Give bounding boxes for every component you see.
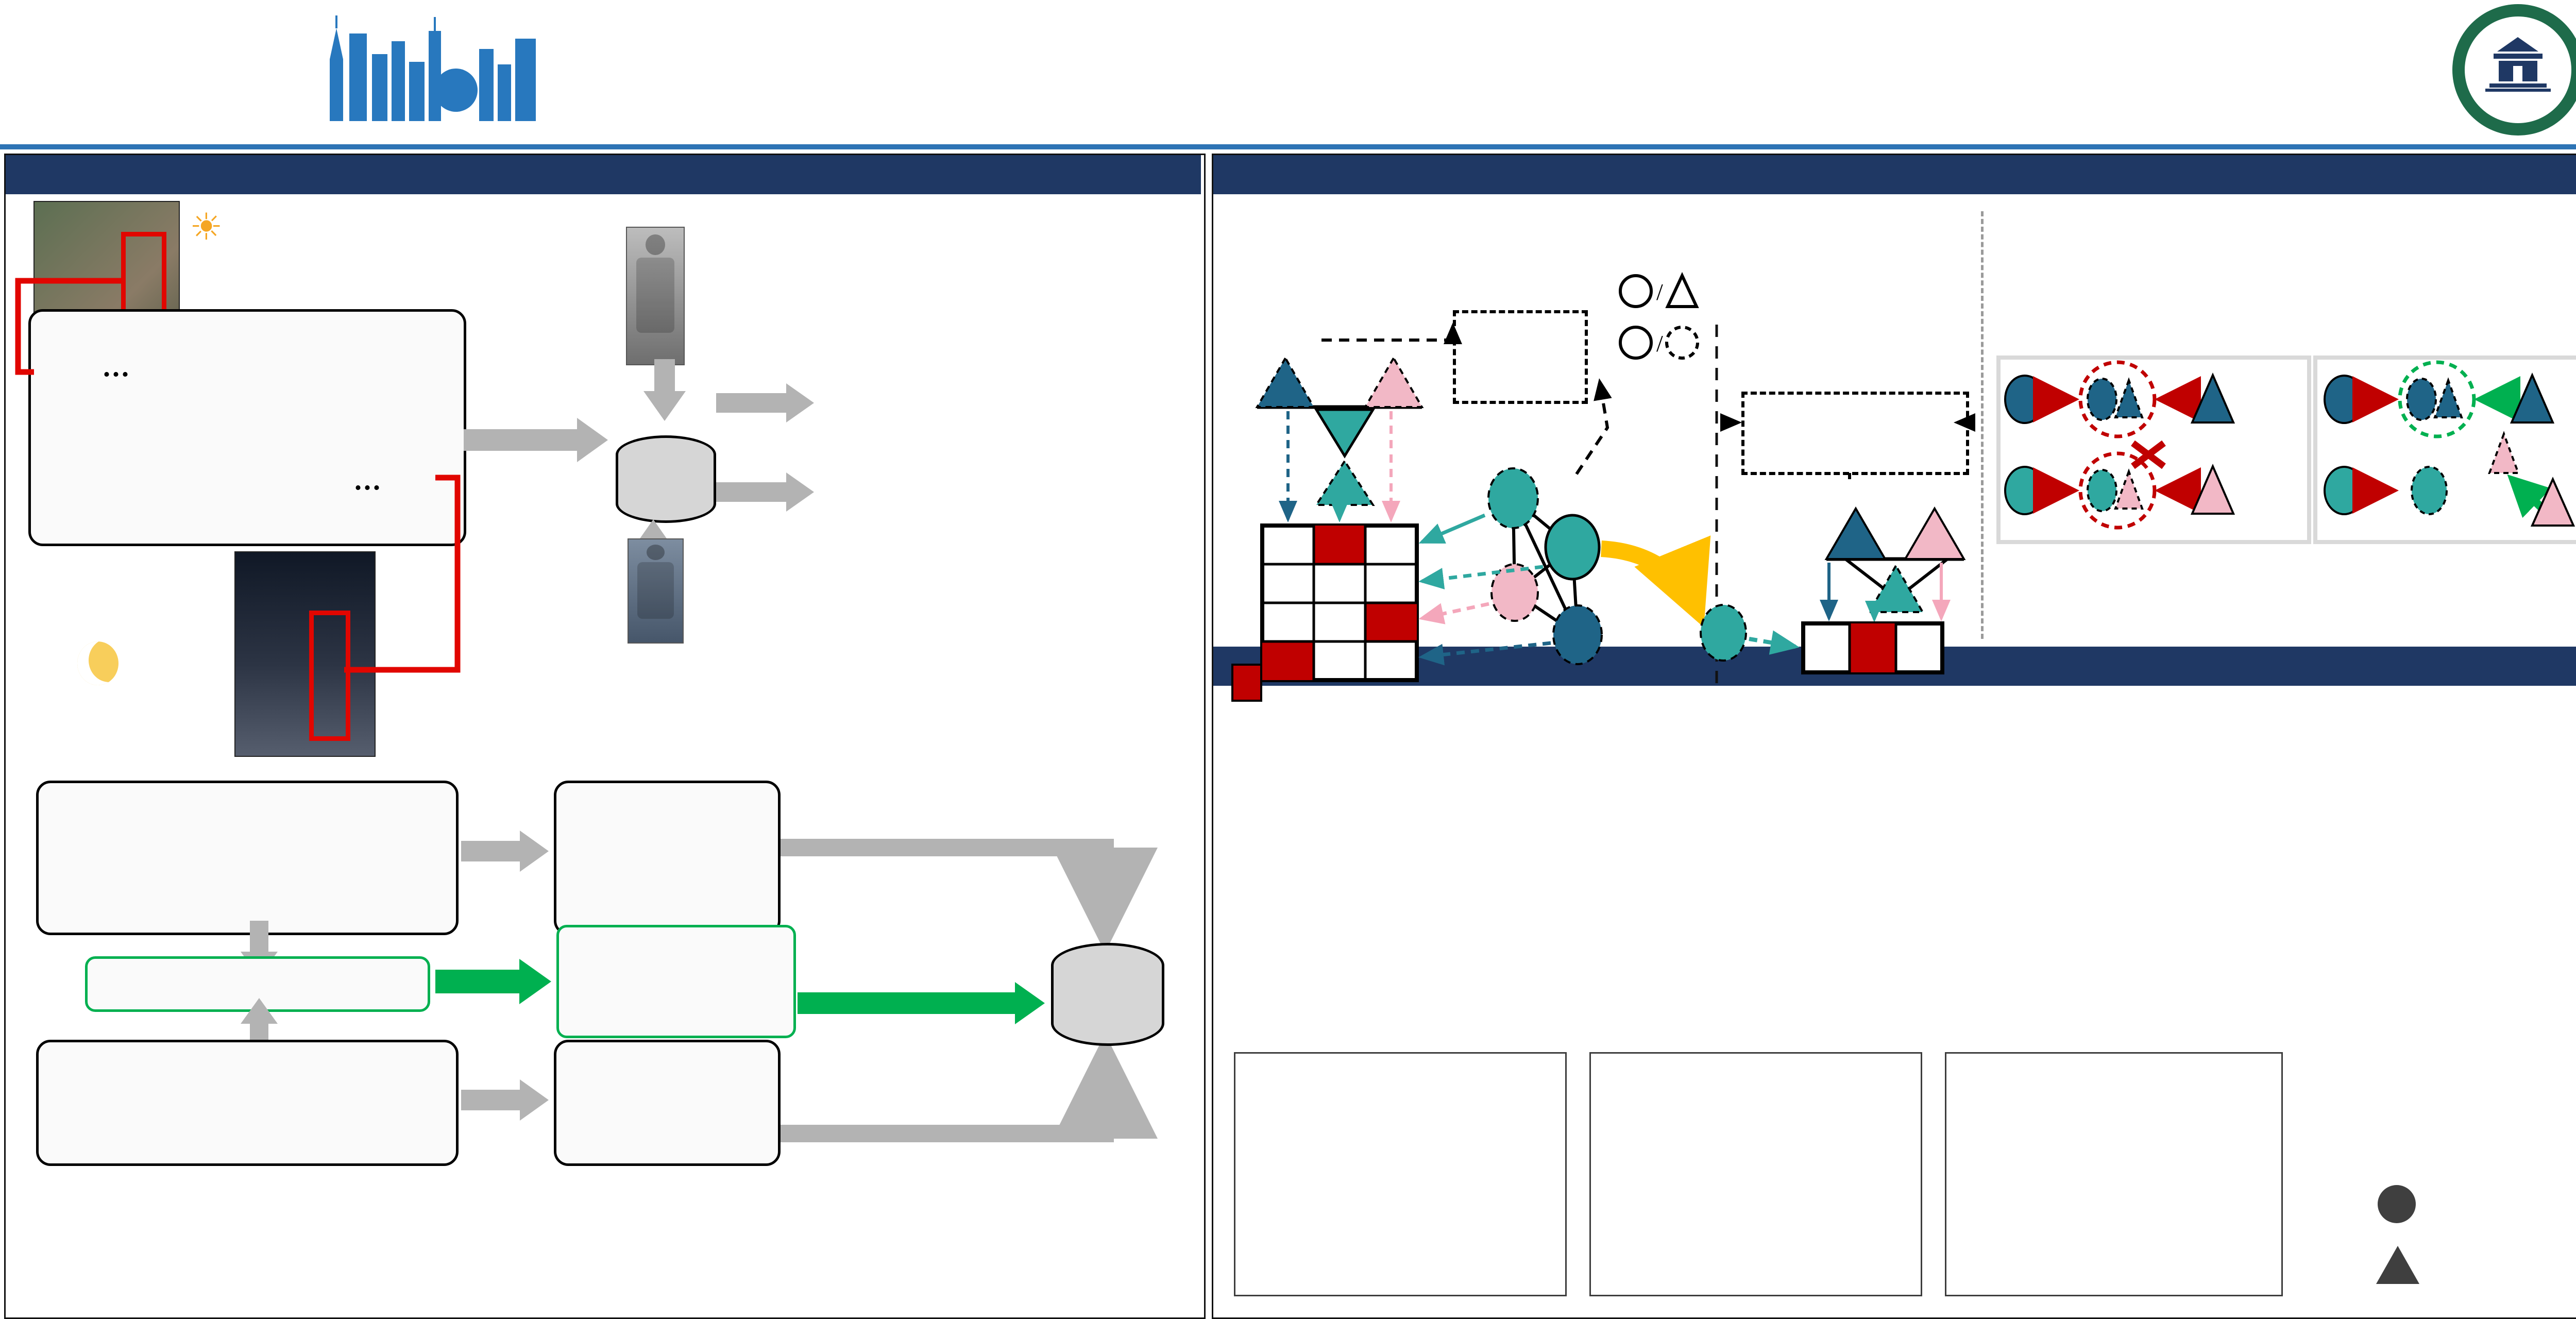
ellipsis: ... — [103, 351, 131, 383]
infrared-clustering-box — [36, 1040, 459, 1166]
ellipsis: ... — [354, 464, 382, 496]
matrix-vertical-label — [1222, 521, 1249, 686]
infrared-query-image — [626, 227, 685, 365]
seal-building-icon — [2485, 37, 2551, 92]
arrow-search-infrared — [716, 471, 814, 513]
night-person-bbox — [309, 611, 350, 741]
model-cylinder — [616, 435, 716, 523]
arrow-cluster-to-pseudo-bottom — [461, 1079, 549, 1121]
search-visible-label — [714, 320, 822, 347]
accl-bullet-1 — [2002, 253, 2576, 282]
search-infrared-label — [714, 518, 822, 544]
section-2-header — [1213, 155, 2576, 194]
cvpr-logo — [21, 8, 541, 142]
training-images-box — [28, 309, 466, 546]
svg-text:/: / — [1656, 279, 1663, 305]
matching-accuracy-chart-vi — [2043, 717, 2576, 804]
pgm-diagram — [1255, 323, 1975, 685]
section-1-header — [6, 155, 1201, 194]
visible-clustering-box — [36, 781, 459, 935]
workflow-model-cylinder — [1051, 943, 1164, 1046]
method-divider — [1981, 211, 1984, 639]
intra-learning-arrows — [781, 839, 1158, 1142]
moon-icon — [77, 641, 118, 685]
remaining-nodes-label — [1587, 502, 1721, 529]
vancouver-skyline-icon — [330, 15, 536, 121]
qr-code — [2295, 11, 2419, 135]
accl-bullet-2 — [2002, 288, 2576, 319]
night-scene-photo — [234, 551, 376, 757]
header-rule — [0, 144, 2576, 149]
visible-query-image — [628, 538, 684, 644]
tsne-panel-epoch10 — [1589, 1052, 1922, 1296]
matching-accuracy-chart-iv — [1236, 717, 1994, 804]
cluster-legend-icons: / / — [1619, 272, 1699, 360]
strategy-shapes — [2004, 360, 2575, 530]
arrow-query-to-model — [643, 359, 686, 421]
sun-icon: ☀ — [190, 207, 223, 248]
modality-graph-box — [1453, 310, 1588, 404]
svg-text:/: / — [1656, 330, 1663, 357]
arrow-training-to-model — [464, 418, 608, 462]
bipartite-graph-box — [556, 925, 796, 1038]
arrow-cluster-to-pseudo-top — [461, 831, 549, 872]
red-connector-lines — [15, 278, 461, 673]
infrared-images-marker — [2376, 1246, 2419, 1284]
pseudo-labels-bottom-box — [554, 1040, 781, 1166]
arrow-search-visible — [716, 382, 814, 424]
tsne-panel-epoch0 — [1234, 1052, 1567, 1296]
pseud-labels-top-box — [554, 781, 781, 935]
tsne-panel-epoch50 — [1945, 1052, 2283, 1296]
university-seal — [2452, 4, 2576, 136]
optimal-legend-swatch — [1231, 664, 1262, 702]
reconstructed-box — [1741, 392, 1969, 475]
arrow-matching-to-graph — [435, 958, 551, 1005]
visible-images-marker — [2378, 1185, 2416, 1223]
